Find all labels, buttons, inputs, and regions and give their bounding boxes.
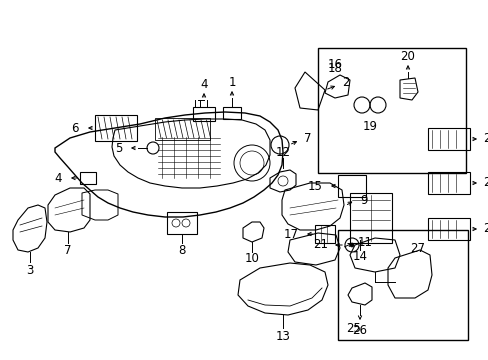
- Text: 6: 6: [71, 122, 79, 135]
- Text: 16: 16: [327, 58, 342, 71]
- Text: 23: 23: [482, 176, 488, 189]
- Bar: [337, 175, 365, 197]
- Text: 4: 4: [200, 77, 207, 90]
- Text: 17: 17: [284, 228, 298, 240]
- Bar: [223, 107, 241, 119]
- Bar: [155, 118, 209, 140]
- Text: 27: 27: [409, 242, 424, 255]
- Text: 20: 20: [400, 49, 415, 63]
- Circle shape: [349, 243, 353, 247]
- Bar: [317, 48, 465, 173]
- Bar: [95, 115, 137, 141]
- Bar: [167, 212, 197, 234]
- Text: 22: 22: [482, 222, 488, 235]
- Text: 4: 4: [54, 171, 62, 184]
- Text: 5: 5: [114, 141, 122, 154]
- Text: 12: 12: [275, 145, 290, 158]
- Text: 26: 26: [352, 324, 367, 337]
- Text: 2: 2: [341, 77, 349, 90]
- Bar: [193, 107, 215, 121]
- Bar: [314, 225, 334, 243]
- Text: 3: 3: [26, 264, 34, 276]
- Text: 8: 8: [178, 243, 185, 256]
- Text: 10: 10: [244, 252, 259, 266]
- Text: 7: 7: [64, 244, 72, 257]
- Text: 25: 25: [346, 322, 360, 335]
- Bar: [337, 230, 467, 340]
- Text: 13: 13: [275, 329, 290, 342]
- Text: 21: 21: [312, 238, 327, 252]
- Bar: [349, 193, 391, 243]
- Text: 18: 18: [327, 62, 342, 75]
- Bar: [427, 128, 469, 150]
- Text: 1: 1: [228, 76, 235, 89]
- Text: 14: 14: [352, 251, 367, 264]
- Text: 15: 15: [307, 180, 323, 193]
- Bar: [427, 218, 469, 240]
- Bar: [80, 172, 96, 184]
- Bar: [427, 172, 469, 194]
- Text: 11: 11: [357, 235, 372, 248]
- Text: 9: 9: [359, 194, 367, 207]
- Text: 24: 24: [482, 132, 488, 145]
- Text: 7: 7: [304, 131, 311, 144]
- Text: 19: 19: [362, 120, 377, 132]
